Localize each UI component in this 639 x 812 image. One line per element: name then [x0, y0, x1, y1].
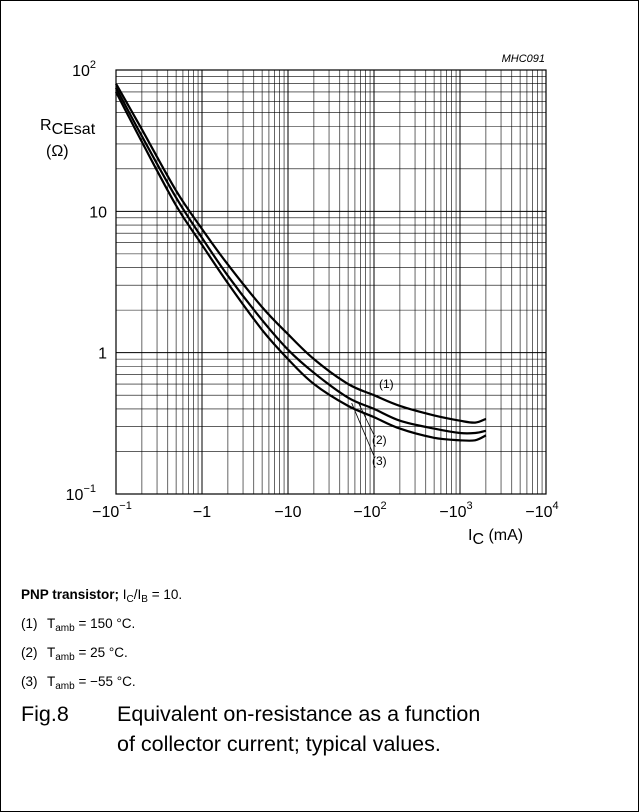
legend-item-2: (2) Tamb = 25 °C. [21, 646, 182, 663]
x-tick-label: −1 [193, 504, 211, 521]
series-line-3 [116, 92, 486, 441]
figure-caption: Fig.8 Equivalent on-resistance as a funct… [21, 699, 497, 759]
y-tick-label: 1 [98, 346, 107, 363]
x-tick-label: −103 [439, 500, 472, 521]
caption-text: Equivalent on-resistance as a function o… [117, 699, 497, 759]
chart: (1) (2) (3) MHC091 10−1 1 10 102 −10−1 −1 −10 −102 −… [0, 0, 639, 560]
legend: PNP transistor; IC/IB = 10. (1) Tamb = 15… [21, 588, 182, 704]
x-tick-label: −102 [353, 500, 386, 521]
chart-code: MHC091 [502, 53, 545, 65]
legend-heading: PNP transistor; IC/IB = 10. [21, 588, 182, 605]
y-tick-label: 102 [72, 59, 96, 80]
labels: (1) (2) (3) MHC091 10−1 1 10 102 −10−1 −1 −10 −102 −… [40, 53, 559, 548]
grid [116, 70, 546, 494]
series-label: (3) [372, 454, 387, 468]
series-layer [116, 84, 486, 441]
x-axis-label: IC (mA) [468, 527, 523, 548]
x-tick-label: −104 [525, 500, 558, 521]
series-line-2 [116, 88, 486, 434]
series-label: (2) [372, 433, 387, 447]
legend-item-1: (1) Tamb = 150 °C. [21, 617, 182, 634]
plot-border [116, 70, 546, 494]
series-label: (1) [379, 377, 394, 391]
x-tick-label: −10 [274, 504, 301, 521]
y-axis-unit: (Ω) [46, 143, 69, 160]
legend-item-3: (3) Tamb = −55 °C. [21, 675, 182, 692]
figure-number: Fig.8 [21, 699, 117, 729]
y-tick-label: 10−1 [66, 483, 96, 504]
y-axis-label: RCEsat [40, 117, 96, 138]
y-tick-label: 10 [89, 204, 107, 221]
x-tick-label: −10−1 [92, 500, 132, 521]
